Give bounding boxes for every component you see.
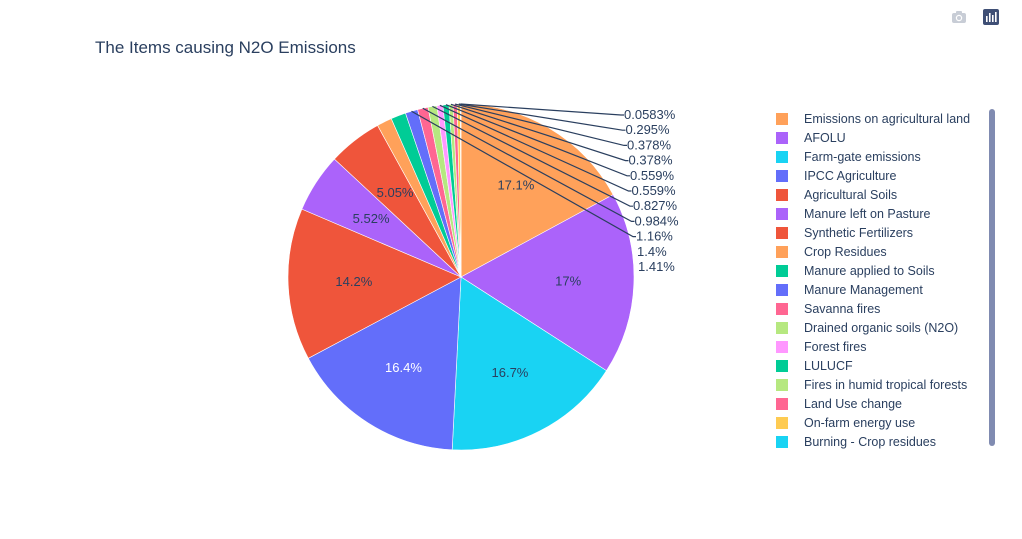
slice-label: 0.827% xyxy=(633,198,678,213)
plotly-logo-icon[interactable] xyxy=(982,8,1000,26)
legend-label: Drained organic soils (N2O) xyxy=(804,320,959,335)
label-connector xyxy=(454,103,627,146)
legend-swatch xyxy=(776,340,788,353)
label-connector xyxy=(460,103,624,116)
legend-swatch xyxy=(776,378,788,391)
legend-item[interactable]: Crop Residues xyxy=(776,242,970,261)
legend-item[interactable]: Fires in humid tropical forests xyxy=(776,375,970,394)
camera-icon[interactable] xyxy=(950,8,968,26)
legend-label: Savanna fires xyxy=(804,301,881,316)
legend-item[interactable]: LULUCF xyxy=(776,356,970,375)
legend-swatch xyxy=(776,245,788,258)
label-connector xyxy=(445,104,630,177)
legend-label: Land Use change xyxy=(804,396,902,411)
legend-swatch xyxy=(776,188,788,201)
legend-item[interactable]: Manure left on Pasture xyxy=(776,204,970,223)
legend-label: Manure applied to Soils xyxy=(804,263,935,278)
legend-label: AFOLU xyxy=(804,130,846,145)
legend-swatch xyxy=(776,435,788,448)
legend-swatch xyxy=(776,264,788,277)
legend-label: Manure Management xyxy=(804,282,923,297)
legend-swatch xyxy=(776,283,788,296)
label-connector xyxy=(450,103,629,162)
pie-slice[interactable] xyxy=(287,208,462,359)
slice-label: 1.41% xyxy=(638,259,675,274)
slice-label: 0.295% xyxy=(626,122,671,137)
legend-item[interactable]: AFOLU xyxy=(776,128,970,147)
slice-label: 0.378% xyxy=(627,137,672,152)
legend-scrollbar[interactable] xyxy=(989,109,995,446)
legend-item[interactable]: On-farm energy use xyxy=(776,413,970,432)
legend-label: Synthetic Fertilizers xyxy=(804,225,914,240)
slice-label: 0.559% xyxy=(630,168,675,183)
legend-item[interactable]: Forest fires xyxy=(776,337,970,356)
slice-label: 14.2% xyxy=(335,274,372,289)
legend-label: Emissions on agricultural land xyxy=(804,111,971,126)
modebar xyxy=(950,8,1000,26)
legend-item[interactable]: IPCC Agriculture xyxy=(776,166,970,185)
slice-label: 17% xyxy=(555,274,581,289)
legend-swatch xyxy=(776,112,788,125)
slice-label: 0.378% xyxy=(629,153,674,168)
slice-label: 1.4% xyxy=(637,244,667,259)
slice-label: 5.52% xyxy=(353,211,390,226)
slice-label: 1.16% xyxy=(636,229,673,244)
legend: Emissions on agricultural land AFOLU Farm-… xyxy=(776,109,970,451)
legend-label: Manure left on Pasture xyxy=(804,206,931,221)
label-connector xyxy=(432,105,633,207)
pie-slice[interactable] xyxy=(307,276,462,451)
legend-item[interactable]: Savanna fires xyxy=(776,299,970,318)
legend-item[interactable]: Land Use change xyxy=(776,394,970,413)
slice-label: 0.984% xyxy=(635,213,680,228)
label-connector xyxy=(439,104,632,192)
legend-item[interactable]: Manure applied to Soils xyxy=(776,261,970,280)
pie-slice[interactable] xyxy=(460,194,635,372)
legend-swatch xyxy=(776,359,788,372)
label-connector xyxy=(422,107,635,222)
chart-title: The Items causing N2O Emissions xyxy=(95,38,356,57)
slice-label: 16.4% xyxy=(385,360,422,375)
legend-swatch xyxy=(776,131,788,144)
slice-label: 16.7% xyxy=(492,365,529,380)
legend-item[interactable]: Drained organic soils (N2O) xyxy=(776,318,970,337)
legend-label: On-farm energy use xyxy=(804,415,916,430)
label-connector xyxy=(411,110,636,238)
legend-label: Fires in humid tropical forests xyxy=(804,377,968,392)
legend-item[interactable]: Burning - Crop residues xyxy=(776,432,970,451)
legend-label: Agricultural Soils xyxy=(804,187,898,202)
slice-label: 5.05% xyxy=(377,185,414,200)
slice-label: 0.0583% xyxy=(624,107,676,122)
legend-item[interactable]: Manure Management xyxy=(776,280,970,299)
legend-label: IPCC Agriculture xyxy=(804,168,897,183)
slice-label: 0.559% xyxy=(632,183,677,198)
legend-swatch xyxy=(776,397,788,410)
label-connector xyxy=(458,103,626,131)
legend-item[interactable]: Emissions on agricultural land xyxy=(776,109,970,128)
legend-item[interactable]: Synthetic Fertilizers xyxy=(776,223,970,242)
legend-swatch xyxy=(776,169,788,182)
legend-swatch xyxy=(776,416,788,429)
legend-label: Burning - Crop residues xyxy=(804,434,937,449)
legend-label: Farm-gate emissions xyxy=(804,149,921,164)
legend-swatch xyxy=(776,150,788,163)
legend-label: Crop Residues xyxy=(804,244,887,259)
legend-label: Forest fires xyxy=(804,339,867,354)
slice-label: 17.1% xyxy=(497,177,534,192)
legend-swatch xyxy=(776,207,788,220)
legend-label: LULUCF xyxy=(804,358,853,373)
pie-slice[interactable] xyxy=(451,276,607,451)
legend-swatch xyxy=(776,321,788,334)
legend-item[interactable]: Agricultural Soils xyxy=(776,185,970,204)
legend-item[interactable]: Farm-gate emissions xyxy=(776,147,970,166)
legend-swatch xyxy=(776,302,788,315)
legend-swatch xyxy=(776,226,788,239)
